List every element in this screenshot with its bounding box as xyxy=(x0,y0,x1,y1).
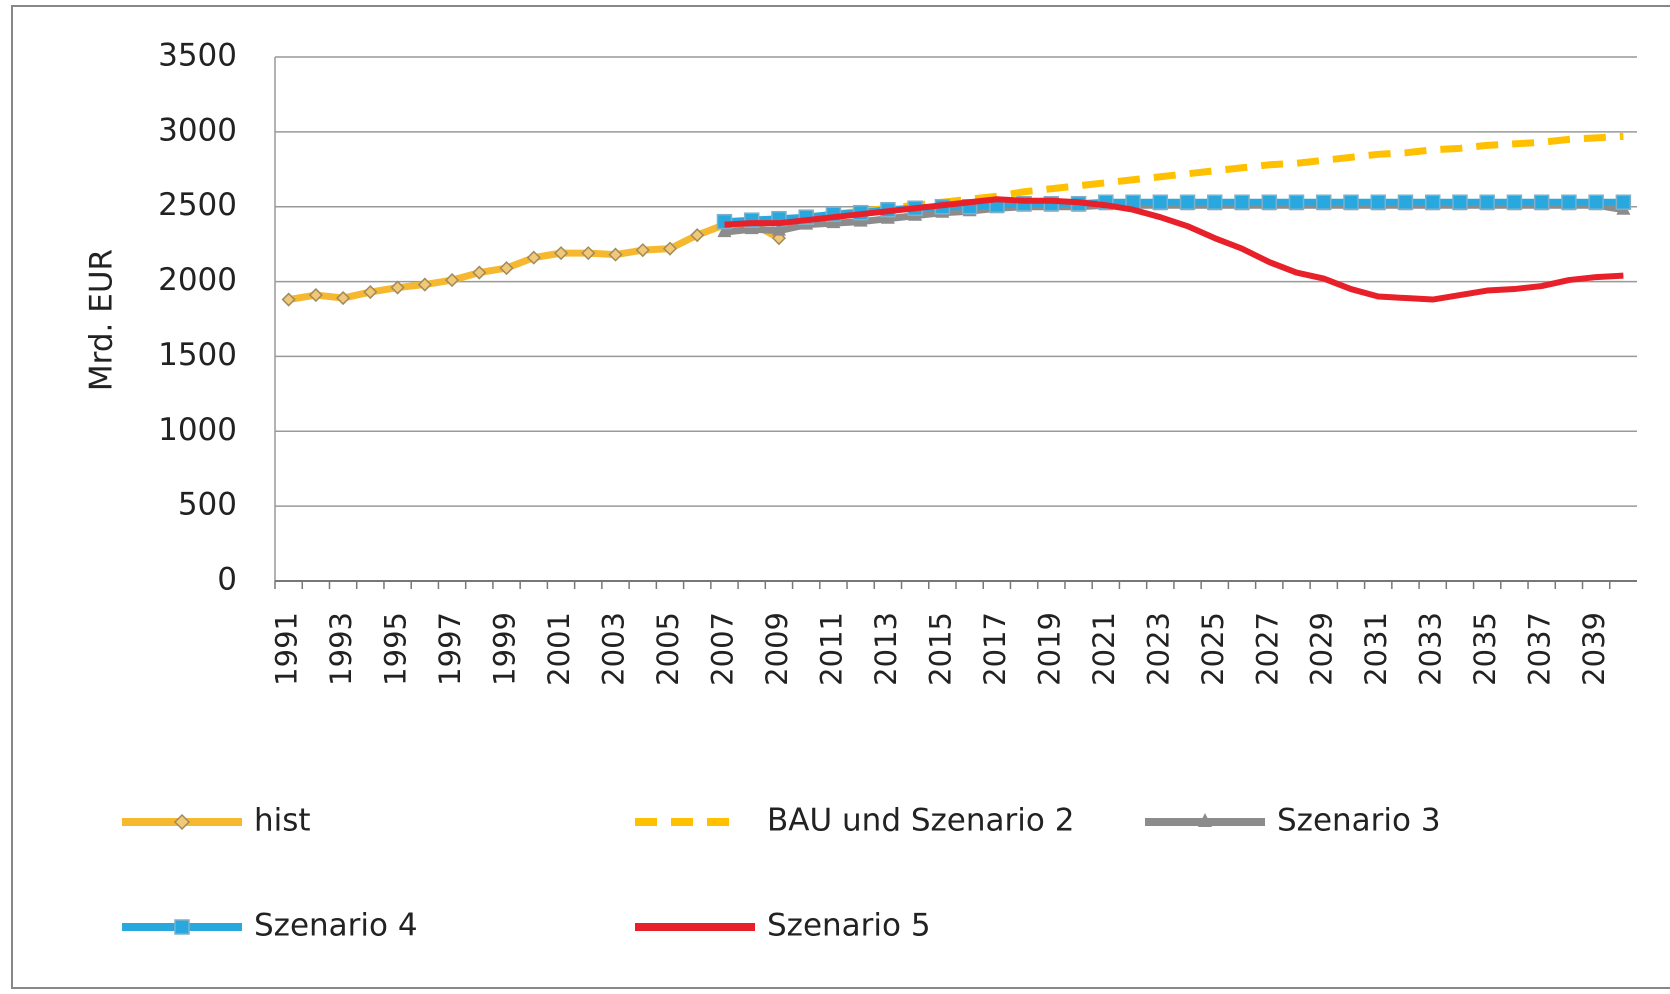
point-marker xyxy=(1397,194,1414,210)
point-marker xyxy=(1479,194,1495,210)
legend-label: Szenario 4 xyxy=(254,908,418,944)
y-tick-label: 1000 xyxy=(158,412,237,448)
point-marker xyxy=(1234,194,1250,210)
point-marker xyxy=(363,284,378,300)
point-marker xyxy=(1315,194,1332,210)
x-tick-label: 2005 xyxy=(651,612,685,686)
y-tick-label: 0 xyxy=(217,562,237,598)
x-tick-label: 2013 xyxy=(869,612,903,686)
x-tick-label: 1997 xyxy=(433,612,467,686)
point-marker xyxy=(1179,194,1196,210)
point-marker xyxy=(390,280,405,295)
x-tick-label: 2033 xyxy=(1414,612,1448,686)
x-tick-label: 2015 xyxy=(923,612,957,686)
point-marker xyxy=(1207,194,1223,210)
legend-label: Szenario 5 xyxy=(767,908,931,944)
point-marker xyxy=(336,290,351,306)
point-marker xyxy=(1343,194,1359,210)
point-marker xyxy=(281,292,296,307)
x-tick-label: 1991 xyxy=(270,612,304,686)
point-marker xyxy=(526,250,541,265)
point-marker xyxy=(308,287,323,303)
x-tick-label: 2027 xyxy=(1250,612,1284,686)
point-marker xyxy=(771,221,786,236)
point-marker xyxy=(662,241,678,256)
x-tick-label: 1993 xyxy=(324,612,358,686)
y-tick-label: 1500 xyxy=(158,337,237,373)
point-marker xyxy=(608,247,623,262)
point-marker xyxy=(174,919,190,935)
x-tick-label: 2039 xyxy=(1577,612,1611,686)
legend-label: Szenario 3 xyxy=(1277,803,1441,839)
x-tick-label: 2017 xyxy=(978,612,1012,686)
point-marker xyxy=(1261,194,1278,210)
point-marker xyxy=(1506,194,1523,210)
x-tick-label: 2001 xyxy=(542,612,576,686)
y-tick-label: 2500 xyxy=(158,187,237,223)
x-tick-label: 1999 xyxy=(488,612,522,686)
y-tick-label: 3500 xyxy=(158,38,237,74)
point-marker xyxy=(417,277,432,292)
x-tick-label: 2025 xyxy=(1196,612,1230,686)
point-marker xyxy=(581,246,596,261)
x-tick-label: 2003 xyxy=(597,612,631,686)
point-marker xyxy=(499,261,514,276)
point-marker xyxy=(472,265,487,280)
point-marker xyxy=(1561,194,1577,210)
point-marker xyxy=(1615,194,1632,210)
point-marker xyxy=(717,223,732,238)
x-tick-label: 2031 xyxy=(1359,612,1393,686)
point-marker xyxy=(771,231,787,246)
x-tick-label: 2009 xyxy=(760,612,794,686)
legend-label: BAU und Szenario 2 xyxy=(767,803,1074,839)
x-tick-label: 2011 xyxy=(814,612,848,686)
y-tick-label: 500 xyxy=(178,487,237,523)
y-axis-label: Mrd. EUR xyxy=(84,249,120,391)
point-marker xyxy=(690,228,705,243)
x-tick-label: 2007 xyxy=(705,612,739,686)
series-line xyxy=(724,196,1624,303)
point-marker xyxy=(1288,194,1305,210)
point-marker xyxy=(1588,194,1604,210)
point-marker xyxy=(635,243,650,258)
y-tick-label: 3000 xyxy=(158,112,237,148)
x-tick-label: 2023 xyxy=(1141,612,1175,686)
point-marker xyxy=(1424,194,1441,210)
x-tick-label: 2029 xyxy=(1305,612,1339,686)
x-tick-label: 2019 xyxy=(1032,612,1066,686)
x-tick-label: 2035 xyxy=(1468,612,1502,686)
point-marker xyxy=(1152,194,1169,210)
legend-label: hist xyxy=(254,803,311,839)
x-tick-label: 2037 xyxy=(1523,612,1557,686)
point-marker xyxy=(1452,194,1468,210)
chart-border xyxy=(11,5,1670,989)
point-marker xyxy=(1370,194,1386,210)
x-tick-label: 1995 xyxy=(379,612,413,686)
point-marker xyxy=(553,246,569,261)
point-marker xyxy=(1198,813,1212,827)
y-tick-label: 2000 xyxy=(158,262,237,298)
x-tick-label: 2021 xyxy=(1087,612,1121,686)
point-marker xyxy=(444,273,460,288)
point-marker xyxy=(1533,194,1550,210)
point-marker xyxy=(173,813,191,831)
